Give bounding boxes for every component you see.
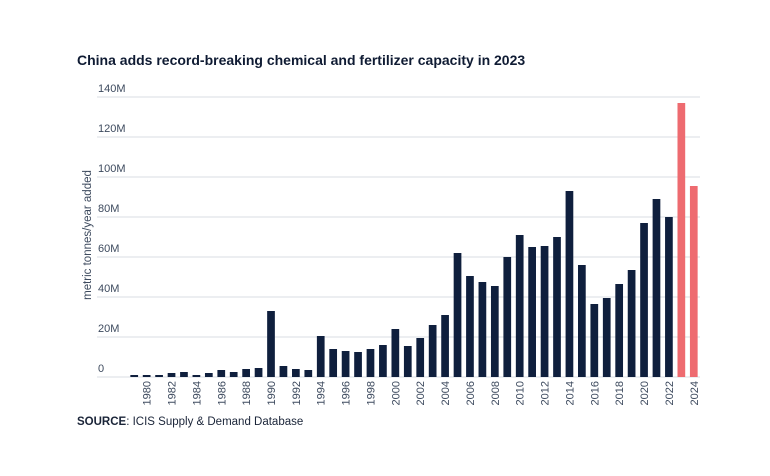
x-tick-label: 1994	[316, 381, 328, 405]
y-tick-label: 60M	[98, 243, 119, 255]
bar-2017	[602, 298, 611, 377]
bar-1989	[254, 368, 263, 377]
x-tick-label: 1990	[266, 381, 278, 405]
bar-2006	[466, 276, 474, 377]
bar-1998	[366, 349, 375, 377]
bar-1983	[180, 372, 188, 377]
bar-2010	[515, 235, 524, 377]
bar-2020	[640, 223, 648, 377]
bar-2012	[540, 246, 549, 377]
source-note: SOURCE: ICIS Supply & Demand Database	[77, 416, 303, 428]
bar-2005	[453, 253, 462, 377]
bar-2015	[578, 265, 586, 377]
bar-2023	[677, 103, 686, 377]
bar-1987	[229, 372, 238, 377]
y-axis-ticks: 0 20M 40M 60M 80M 100M 120M 140M	[98, 83, 126, 375]
x-tick-label: 2000	[390, 381, 402, 405]
bar-2000	[391, 329, 400, 377]
bar-1990	[267, 311, 275, 377]
x-tick-label: 2010	[515, 381, 527, 405]
y-tick-label: 80M	[98, 203, 119, 215]
bar-1995	[329, 349, 338, 377]
x-tick-label: 1984	[191, 381, 203, 405]
bar-1997	[354, 352, 362, 377]
bar-1980	[142, 375, 151, 377]
bar-2016	[590, 304, 599, 377]
bar-1993	[304, 370, 313, 377]
x-tick-label: 2012	[540, 381, 552, 405]
x-tick-label: 1980	[142, 381, 154, 405]
bar-2011	[528, 247, 536, 377]
bar-2024	[689, 186, 698, 377]
bar-1986	[217, 370, 226, 377]
bar-1984	[192, 375, 201, 377]
bar-1981	[155, 375, 163, 377]
x-tick-label: 2014	[564, 381, 576, 405]
y-tick-label: 140M	[98, 83, 126, 95]
bar-2008	[490, 286, 499, 377]
x-axis-ticks: 1980 1982 1984 1986 1988 1990 1992 1994 1996 1998…	[142, 381, 701, 405]
bar-1992	[292, 369, 300, 377]
bar-2004	[441, 315, 449, 377]
source-label: SOURCE	[77, 416, 127, 428]
x-tick-label: 2020	[639, 381, 651, 405]
bar-1988	[242, 369, 250, 377]
bar-1979	[130, 375, 139, 377]
x-tick-label: 1992	[291, 381, 303, 405]
y-tick-label: 20M	[98, 323, 119, 335]
bar-1982	[167, 373, 176, 377]
bar-2009	[503, 257, 512, 377]
x-tick-label: 1998	[365, 381, 377, 405]
x-tick-label: 2008	[490, 381, 502, 405]
x-tick-label: 1996	[341, 381, 353, 405]
bar-2002	[416, 338, 425, 377]
x-tick-label: 2006	[465, 381, 477, 405]
bar-1999	[379, 345, 387, 377]
x-tick-label: 1986	[216, 381, 228, 405]
y-tick-label: 40M	[98, 283, 119, 295]
x-tick-label: 2018	[614, 381, 626, 405]
x-tick-label: 2002	[415, 381, 427, 405]
bar-2001	[403, 346, 412, 377]
bar-1991	[279, 366, 288, 377]
bars	[130, 103, 698, 377]
bar-2007	[478, 282, 487, 377]
y-tick-label: 100M	[98, 163, 126, 175]
bar-2014	[565, 191, 574, 377]
y-tick-label: 120M	[98, 123, 126, 135]
bar-1985	[204, 373, 213, 377]
chart-title: China adds record-breaking chemical and …	[77, 52, 526, 68]
source-text: : ICIS Supply & Demand Database	[126, 416, 304, 428]
bar-2021	[652, 199, 661, 377]
x-tick-label: 1982	[167, 381, 179, 405]
x-tick-label: 2004	[440, 381, 452, 405]
bar-2003	[428, 325, 437, 377]
bar-2018	[615, 284, 624, 377]
bar-2022	[665, 217, 673, 377]
bar-1994	[316, 336, 325, 377]
bar-2013	[553, 237, 561, 377]
x-tick-label: 2016	[589, 381, 601, 405]
y-axis-label: metric tonnes/year added	[82, 170, 94, 300]
bar-1996	[341, 351, 350, 377]
x-tick-label: 1988	[241, 381, 253, 405]
y-tick-label: 0	[98, 363, 104, 375]
bar-2019	[627, 270, 636, 377]
x-tick-label: 2022	[664, 381, 676, 405]
x-tick-label: 2024	[689, 381, 701, 405]
